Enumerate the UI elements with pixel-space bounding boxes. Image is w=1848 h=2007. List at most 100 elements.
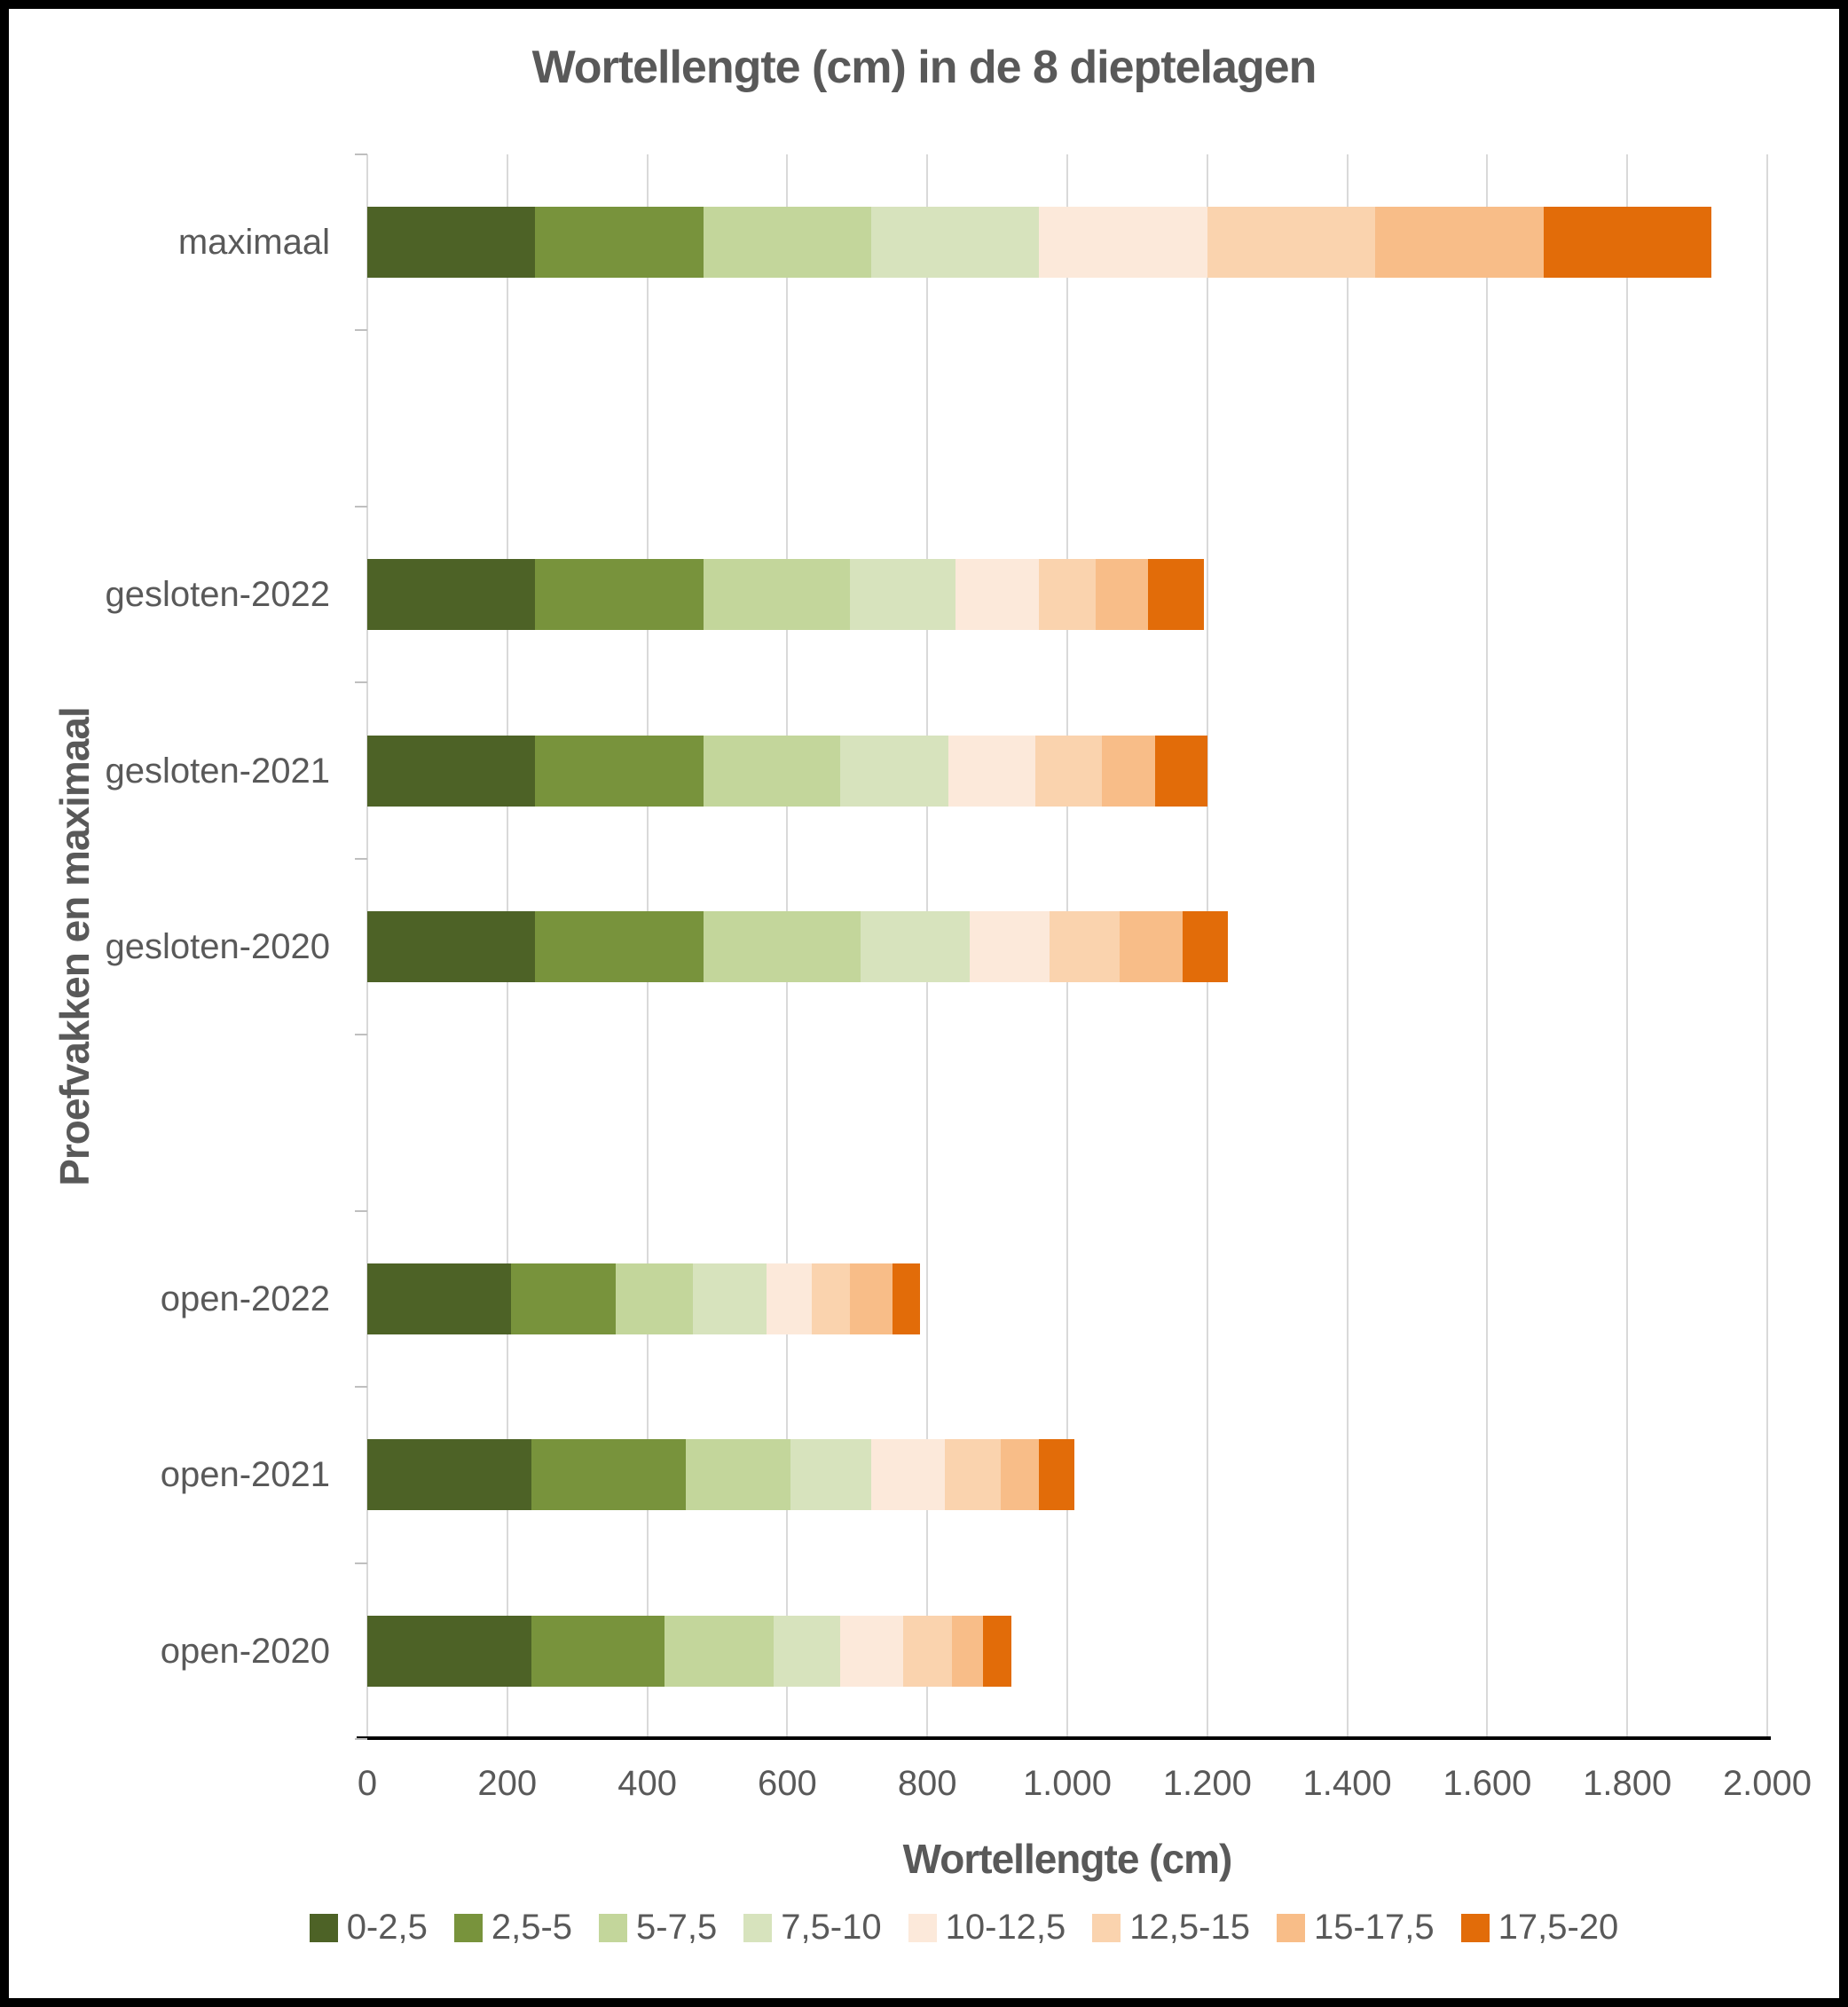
x-axis-line <box>357 1736 1771 1740</box>
bar-segment-open-2022-7,5-10 <box>692 1263 767 1334</box>
bar-segment-open-2020-7,5-10 <box>773 1615 840 1687</box>
y-tick-mark <box>355 329 367 332</box>
bar-segment-gesloten-2021-7,5-10 <box>839 735 948 807</box>
bar-segment-gesloten-2020-2,5-5 <box>535 911 704 982</box>
y-tick-mark <box>355 1209 367 1212</box>
bar-segment-gesloten-2022-5-7,5 <box>703 559 851 631</box>
bar-segment-open-2020-5-7,5 <box>664 1615 774 1687</box>
legend-item-17,5-20: 17,5-20 <box>1460 1908 1618 1948</box>
x-tick-label-800: 800 <box>897 1764 957 1803</box>
chart-title: Wortellengte (cm) in de 8 dieptelagen <box>531 42 1317 93</box>
bar-segment-gesloten-2021-2,5-5 <box>535 735 704 807</box>
bar-segment-gesloten-2020-0-2,5 <box>367 911 536 982</box>
bar-segment-gesloten-2021-17,5-20 <box>1154 735 1207 807</box>
y-tick-mark <box>355 681 367 684</box>
y-label-maximaal: maximaal <box>177 223 330 263</box>
y-label-gesloten-2022: gesloten-2022 <box>105 575 330 615</box>
bar-segment-gesloten-2022-12,5-15 <box>1039 559 1096 631</box>
bar-segment-maximaal-0-2,5 <box>367 207 536 279</box>
y-tick-mark <box>355 1386 367 1389</box>
bar-segment-open-2022-2,5-5 <box>510 1263 617 1334</box>
legend-item-15-17,5: 15-17,5 <box>1276 1908 1435 1948</box>
bar-segment-open-2020-12,5-15 <box>902 1615 952 1687</box>
bar-segment-open-2020-2,5-5 <box>531 1615 665 1687</box>
bar-open-2020 <box>367 1615 1011 1687</box>
bar-segment-open-2020-0-2,5 <box>367 1615 532 1687</box>
x-axis-title: Wortellengte (cm) <box>902 1836 1233 1882</box>
bar-segment-gesloten-2021-0-2,5 <box>367 735 536 807</box>
legend: 0-2,5 2,5-5 5-7,5 7,5-10 10-12,5 12,5-15 15-17… <box>9 1908 1839 1948</box>
bar-segment-open-2021-7,5-10 <box>790 1439 872 1511</box>
bar-segment-gesloten-2020-10-12,5 <box>969 911 1050 982</box>
bar-segment-maximaal-7,5-10 <box>871 207 1040 279</box>
x-tick-label-600: 600 <box>758 1764 817 1803</box>
y-tick-mark <box>355 153 367 155</box>
bar-segment-gesloten-2022-2,5-5 <box>535 559 704 631</box>
bar-segment-gesloten-2020-12,5-15 <box>1050 911 1121 982</box>
bar-segment-maximaal-12,5-15 <box>1207 207 1376 279</box>
legend-swatch-12,5-15 <box>1092 1913 1121 1942</box>
bar-segment-open-2021-5-7,5 <box>685 1439 791 1511</box>
bar-segment-open-2021-0-2,5 <box>367 1439 532 1511</box>
legend-swatch-0-2,5 <box>309 1913 338 1942</box>
legend-label-7,5-10: 7,5-10 <box>781 1908 882 1947</box>
x-tick-label-1000: 1.000 <box>1022 1764 1113 1803</box>
bar-gesloten-2020 <box>367 911 1229 982</box>
bar-segment-open-2022-17,5-20 <box>892 1263 921 1334</box>
bar-segment-open-2020-15-17,5 <box>951 1615 984 1687</box>
bar-segment-gesloten-2022-0-2,5 <box>367 559 536 631</box>
bar-segment-gesloten-2022-15-17,5 <box>1095 559 1148 631</box>
x-tick-label-1200: 1.200 <box>1162 1764 1252 1803</box>
legend-label-12,5-15: 12,5-15 <box>1129 1908 1250 1947</box>
legend-swatch-15-17,5 <box>1276 1913 1305 1942</box>
y-label-open-2020: open-2020 <box>160 1631 330 1671</box>
legend-item-0-2,5: 0-2,5 <box>309 1908 428 1948</box>
legend-item-5-7,5: 5-7,5 <box>599 1908 717 1948</box>
bar-segment-gesloten-2021-10-12,5 <box>948 735 1036 807</box>
bar-segment-open-2021-12,5-15 <box>944 1439 1002 1511</box>
plot-area <box>366 154 1768 1739</box>
legend-swatch-5-7,5 <box>599 1913 628 1942</box>
x-tick-label-2000: 2.000 <box>1722 1764 1813 1803</box>
legend-label-5-7,5: 5-7,5 <box>636 1908 718 1947</box>
legend-item-12,5-15: 12,5-15 <box>1092 1908 1250 1948</box>
bar-segment-gesloten-2022-10-12,5 <box>955 559 1040 631</box>
bar-segment-open-2022-5-7,5 <box>616 1263 693 1334</box>
legend-swatch-7,5-10 <box>743 1913 773 1942</box>
x-tick-label-1800: 1.800 <box>1583 1764 1672 1803</box>
bar-segment-open-2022-0-2,5 <box>367 1263 511 1334</box>
bar-segment-open-2021-15-17,5 <box>1001 1439 1040 1511</box>
y-label-open-2022: open-2022 <box>160 1279 330 1318</box>
bar-segment-maximaal-2,5-5 <box>535 207 704 279</box>
gridline-x-2000 <box>1766 154 1768 1739</box>
bar-segment-maximaal-15-17,5 <box>1375 207 1544 279</box>
y-tick-mark <box>355 1562 367 1564</box>
legend-item-2,5-5: 2,5-5 <box>453 1908 573 1948</box>
legend-label-10-12,5: 10-12,5 <box>945 1908 1066 1947</box>
legend-swatch-10-12,5 <box>908 1913 937 1942</box>
bar-segment-gesloten-2022-17,5-20 <box>1147 559 1204 631</box>
gridline-x-1400 <box>1346 154 1349 1739</box>
bar-segment-open-2020-10-12,5 <box>839 1615 903 1687</box>
bar-segment-gesloten-2020-7,5-10 <box>861 911 970 982</box>
x-tick-label-0: 0 <box>357 1764 378 1803</box>
bar-segment-maximaal-10-12,5 <box>1039 207 1207 279</box>
bar-segment-open-2022-12,5-15 <box>811 1263 851 1334</box>
bar-segment-open-2021-10-12,5 <box>871 1439 945 1511</box>
legend-label-0-2,5: 0-2,5 <box>346 1908 428 1947</box>
bar-segment-gesloten-2021-5-7,5 <box>703 735 840 807</box>
gridline-x-1800 <box>1626 154 1629 1739</box>
legend-item-7,5-10: 7,5-10 <box>743 1908 882 1948</box>
legend-label-15-17,5: 15-17,5 <box>1313 1908 1435 1947</box>
bar-segment-gesloten-2022-7,5-10 <box>850 559 955 631</box>
bar-segment-open-2022-10-12,5 <box>766 1263 812 1334</box>
bar-open-2021 <box>367 1439 1074 1511</box>
bar-segment-gesloten-2021-12,5-15 <box>1035 735 1103 807</box>
legend-label-2,5-5: 2,5-5 <box>491 1908 573 1947</box>
x-tick-label-1400: 1.400 <box>1302 1764 1392 1803</box>
bar-segment-open-2021-17,5-20 <box>1039 1439 1074 1511</box>
gridline-x-1600 <box>1486 154 1489 1739</box>
legend-item-10-12,5: 10-12,5 <box>908 1908 1066 1948</box>
bar-segment-open-2021-2,5-5 <box>531 1439 686 1511</box>
